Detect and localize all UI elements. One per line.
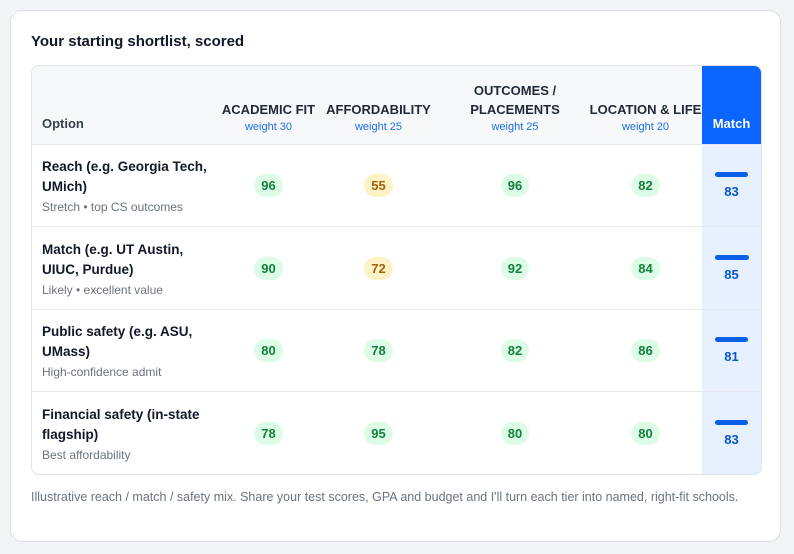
option-name: Financial safety (in-state flagship) [42,406,200,442]
score-cell: 84 [589,227,702,310]
option-name: Reach (e.g. Georgia Tech, UMich) [42,159,207,194]
option-cell: Financial safety (in-state flagship) Best… [32,392,221,474]
card-title: Your starting shortlist, scored [31,33,245,50]
score-pill: 92 [500,256,530,280]
match-value: 83 [724,184,739,199]
score-cell: 80 [589,392,702,474]
match-bar [714,172,749,177]
column-weight: weight 25 [354,121,403,133]
option-name: Match (e.g. UT Austin, UIUC, Purdue) [42,241,184,277]
score-cell: 90 [221,227,316,310]
score-pill: 72 [364,256,393,280]
match-value: 81 [724,349,739,364]
footnote: Illustrative reach / match / safety mix.… [31,490,739,504]
card: Your starting shortlist, scored Option AC… [10,10,781,542]
column-label: Match [712,116,751,131]
score-cell: 86 [589,310,702,392]
match-cell: 83 [702,392,761,474]
column-label: ACADEMIC FIT [221,102,316,117]
match-value: 83 [724,431,739,447]
score-pill: 80 [500,421,530,445]
column-header: ACADEMIC FIT weight 30 [221,66,316,145]
score-pill: 95 [364,421,393,445]
score-cell: 78 [316,310,441,392]
option-cell: Public safety (e.g. ASU, UMass) High-conf… [32,310,221,392]
score-cell: 80 [221,310,316,392]
column-header: AFFORDABILITY weight 25 [316,66,441,145]
match-cell: 81 [702,310,761,392]
score-pill: 96 [254,174,283,197]
option-note: High-confidence admit [42,365,162,379]
score-pill: 90 [254,256,283,280]
column-header: LOCATION & LIFE weight 20 [589,66,702,145]
column-label: Option [42,116,84,131]
column-header: Match [702,66,761,145]
match-bar [714,254,749,260]
score-pill: 86 [631,339,660,362]
match-bar [715,337,748,342]
option-note: Best affordability [42,447,131,462]
score-cell: 82 [589,145,702,227]
match-value: 85 [724,266,739,282]
score-pill: 55 [364,174,393,197]
column-header: Option [32,66,221,145]
score-cell: 78 [221,392,316,474]
score-pill: 84 [631,256,660,280]
score-cell: 95 [316,392,441,474]
score-pill: 80 [254,339,283,362]
column-label: LOCATION & LIFE [589,102,702,117]
score-cell: 55 [316,145,441,227]
score-pill: 82 [631,174,660,197]
column-weight: weight 25 [491,121,539,133]
score-cell: 92 [441,227,589,310]
match-cell: 85 [702,227,761,310]
column-header: OUTCOMES / PLACEMENTS weight 25 [441,66,589,145]
match-bar [714,419,749,425]
option-note: Likely • excellent value [42,282,163,297]
score-pill: 78 [254,421,283,445]
option-cell: Reach (e.g. Georgia Tech, UMich) Stretch … [32,145,221,227]
score-cell: 80 [441,392,589,474]
score-cell: 96 [441,145,589,227]
score-pill: 80 [631,421,660,445]
score-cell: 96 [221,145,316,227]
column-label: AFFORDABILITY [326,102,431,117]
score-cell: 82 [441,310,589,392]
column-weight: weight 20 [621,121,670,133]
option-note: Stretch • top CS outcomes [42,200,183,214]
column-label: OUTCOMES / PLACEMENTS [470,83,560,117]
score-cell: 72 [316,227,441,310]
score-pill: 82 [500,339,530,362]
score-pill: 78 [364,339,393,362]
score-table: Option ACADEMIC FIT weight 30 AFFORDABILITY… [31,65,762,475]
option-name: Public safety (e.g. ASU, UMass) [42,324,193,359]
column-weight: weight 30 [244,121,293,133]
option-cell: Match (e.g. UT Austin, UIUC, Purdue) Like… [32,227,221,310]
match-cell: 83 [702,145,761,227]
score-pill: 96 [500,174,530,197]
